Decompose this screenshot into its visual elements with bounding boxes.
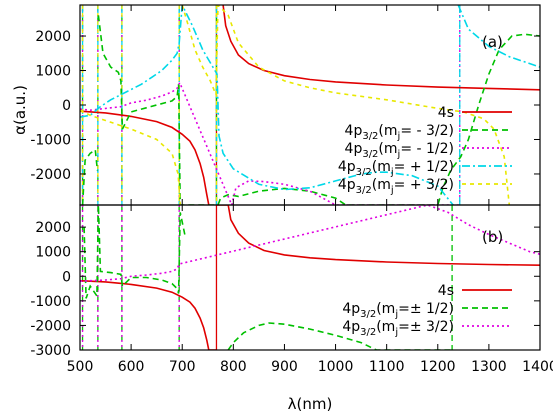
series-line-4s bbox=[80, 5, 540, 205]
legend-label: 4p3/2(mj=± 3/2) bbox=[342, 319, 454, 338]
x-tick-label: 900 bbox=[271, 359, 298, 375]
plot-frame bbox=[79, 4, 541, 206]
x-tick-label: 1300 bbox=[471, 359, 507, 375]
series-line-4p32-mpm1-2 bbox=[83, 205, 453, 350]
y-tick-label: -3000 bbox=[30, 343, 71, 359]
plot-area bbox=[80, 5, 540, 205]
series-line-4p32-m-3-2 bbox=[80, 5, 511, 205]
y-tick-label: -1000 bbox=[30, 132, 71, 148]
y-tick-label: 2000 bbox=[35, 220, 71, 236]
panel-label: (b) bbox=[482, 228, 503, 246]
y-tick-label: -2000 bbox=[30, 318, 71, 334]
y-axis-label: α(a.u.) bbox=[11, 85, 29, 135]
series-line-4s bbox=[80, 205, 540, 350]
legend-label: 4p3/2(mj= - 1/2) bbox=[345, 141, 454, 160]
legend: 4s 4p3/2(mj=± 1/2)4p3/2(mj=± 3/2) bbox=[342, 283, 512, 338]
legend-label: 4p3/2(mj= - 3/2) bbox=[345, 123, 454, 142]
x-tick-label: 1000 bbox=[318, 359, 354, 375]
x-tick-label: 1100 bbox=[369, 359, 405, 375]
plot-frame bbox=[79, 204, 541, 351]
series-line-4p32-m-1-2 bbox=[80, 5, 540, 205]
y-tick-label: 1000 bbox=[35, 245, 71, 261]
y-tick-label: 0 bbox=[62, 98, 71, 114]
y-tick-label: 0 bbox=[62, 269, 71, 285]
series-line-4p32-m-3-2 bbox=[81, 15, 540, 205]
y-tick-label: 1000 bbox=[35, 64, 71, 80]
x-tick-label: 600 bbox=[118, 359, 145, 375]
y-tick-label: 2000 bbox=[35, 29, 71, 45]
legend-label: 4p3/2(mj= + 3/2) bbox=[338, 177, 454, 196]
x-tick-label: 1200 bbox=[420, 359, 456, 375]
legend-label: 4s bbox=[438, 283, 454, 299]
x-axis-label: λ(nm) bbox=[288, 395, 333, 413]
y-tick-label: -1000 bbox=[30, 294, 71, 310]
legend-label: 4s bbox=[438, 105, 454, 121]
legend-label: 4p3/2(mj= + 1/2) bbox=[338, 159, 454, 178]
legend-label: 4p3/2(mj=± 1/2) bbox=[342, 301, 454, 320]
x-tick-label: 500 bbox=[67, 359, 94, 375]
x-tick-label: 700 bbox=[169, 359, 196, 375]
x-tick-label: 800 bbox=[220, 359, 247, 375]
panel-label: (a) bbox=[482, 33, 503, 51]
plot-area bbox=[80, 205, 540, 350]
x-tick-label: 1400 bbox=[522, 359, 553, 375]
series-line-4p32-mpm3-2 bbox=[80, 205, 540, 282]
panel-a: -2000 -1000 0 1000 2000 (a) 4s 4p3/2(mj= - 3/2)… bbox=[30, 4, 541, 206]
panel-b: -3000 -2000 -1000 0 1000 2000 500 600 700 800 900 1… bbox=[30, 204, 553, 375]
y-tick-label: -2000 bbox=[30, 167, 71, 183]
